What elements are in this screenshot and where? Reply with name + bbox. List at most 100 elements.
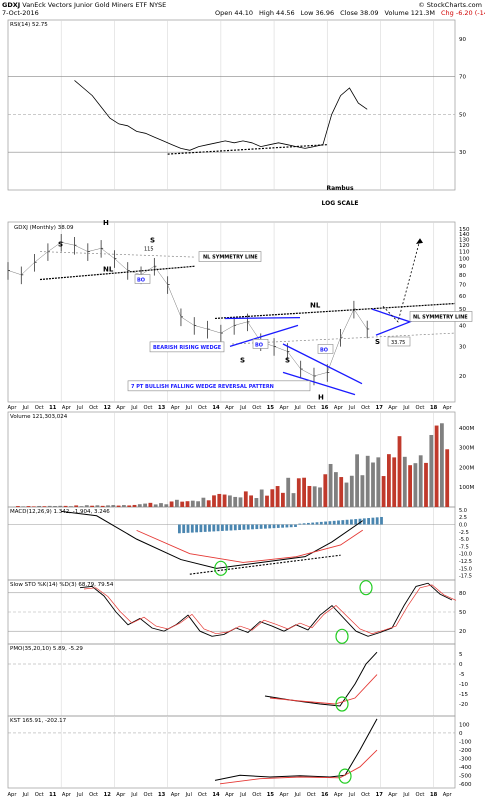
kst-tick: -200	[459, 748, 472, 754]
volume-bar	[387, 454, 391, 507]
x-axis-label-bottom: 14	[212, 792, 220, 798]
macd-histogram-bar	[216, 524, 220, 532]
x-axis-label-top: 17	[376, 405, 384, 411]
macd-histogram-bar	[221, 524, 224, 531]
macd-histogram-bar	[345, 519, 349, 525]
macd-histogram-bar	[238, 524, 241, 531]
x-axis-label-top: Apr	[334, 405, 344, 411]
volume-bar	[180, 501, 185, 507]
x-axis-label-bottom: Jul	[130, 792, 137, 798]
triangle-pattern	[371, 308, 412, 336]
bo-box-1	[134, 274, 151, 284]
volume-bar	[143, 503, 147, 507]
volume-bar	[148, 502, 153, 507]
macd-histogram-bar	[208, 524, 211, 532]
x-axis-label-bottom: 12	[104, 792, 112, 798]
volume-tick: 200M	[459, 465, 474, 471]
volume-bar	[201, 497, 206, 507]
x-axis-label-bottom: Apr	[225, 792, 235, 798]
x-axis-label-bottom: Apr	[62, 792, 72, 798]
volume-bar	[169, 501, 174, 507]
volume-bar	[137, 504, 142, 507]
volume-bar	[365, 455, 370, 507]
sto-tick: 50	[459, 610, 466, 616]
macd-line	[61, 510, 364, 569]
macd-histogram-bar	[268, 524, 272, 529]
falling-wedge-box	[127, 380, 311, 392]
volume-bar	[434, 425, 439, 507]
volume-bar	[349, 475, 354, 507]
macd-tick: 2.5	[459, 515, 467, 521]
x-axis-label-top: 13	[158, 405, 166, 411]
price-label: S	[285, 357, 290, 365]
macd-histogram-bar	[233, 524, 237, 531]
volume-bar	[217, 493, 222, 507]
macd-histogram-bar	[276, 524, 280, 528]
neckline-2	[214, 302, 456, 320]
x-axis-label-bottom: Apr	[443, 792, 453, 798]
x-axis-label-bottom: Apr	[280, 792, 290, 798]
volume-bar	[95, 505, 100, 507]
macd-tick: 5.0	[459, 508, 467, 514]
volume-legend: Volume 121,303,024	[10, 414, 68, 420]
x-axis-label-bottom: 18	[430, 792, 438, 798]
kst-tick: 0	[459, 731, 463, 737]
symmetry-box-2	[409, 311, 473, 322]
volume-bar	[79, 506, 84, 507]
macd-histogram-bar	[264, 524, 267, 529]
price-label: NL SYMMETRY LINE	[203, 255, 258, 261]
rsi-tick: 50	[459, 112, 466, 118]
kst-line	[214, 718, 378, 781]
x-axis-label-bottom: Oct	[144, 792, 153, 798]
volume-bar	[127, 505, 132, 507]
x-axis-label-top: Jul	[21, 405, 28, 411]
projection-path	[382, 239, 421, 323]
volume-tick: 400M	[459, 426, 474, 432]
volume-bar	[37, 505, 41, 507]
x-axis-label-top: Apr	[388, 405, 398, 411]
price-tick: 30	[459, 344, 466, 350]
x-axis-label-bottom: Apr	[171, 792, 181, 798]
volume-bar	[243, 491, 248, 507]
x-axis-label-bottom: Jul	[348, 792, 355, 798]
volume-bar	[397, 436, 402, 507]
price-label: BO	[137, 278, 145, 284]
volume-tick: 300M	[459, 446, 474, 452]
price-label: 7 PT BULLISH FALLING WEDGE REVERSAL PATT…	[131, 384, 274, 390]
macd-histogram-bar	[311, 522, 315, 525]
x-axis-label-bottom: 11	[49, 792, 57, 798]
macd-histogram-bar	[337, 520, 340, 525]
x-axis-label-top: Apr	[280, 405, 290, 411]
x-axis-label-top: Jul	[76, 405, 83, 411]
x-axis-label-top: Oct	[198, 405, 207, 411]
rising-wedge-top	[224, 316, 301, 320]
price-label: 115	[144, 246, 154, 252]
macd-histogram-bar	[307, 522, 310, 525]
x-axis-label-top: Jul	[402, 405, 409, 411]
volume-bar	[106, 505, 110, 507]
pmo-tick: -10	[459, 682, 468, 688]
volume-bar	[402, 456, 407, 507]
volume-bar	[238, 497, 243, 507]
volume-bar	[159, 503, 163, 507]
x-axis-label-bottom: Oct	[35, 792, 44, 798]
symmetry-line-1	[39, 251, 196, 258]
symmetry-line-2	[231, 332, 456, 345]
macd-histogram-bar	[371, 517, 375, 525]
x-axis-label-top: 18	[430, 405, 438, 411]
bearish-wedge-box	[149, 341, 225, 353]
volume-bar	[74, 505, 79, 507]
stat-close: Close 38.09	[340, 9, 379, 17]
volume-bar	[47, 505, 52, 507]
volume-bar	[185, 501, 190, 507]
panel-frame-rsi	[7, 19, 456, 191]
rsi-tick: 90	[459, 37, 466, 43]
x-axis-label-top: 12	[104, 405, 112, 411]
price-label: S	[240, 357, 245, 365]
x-axis-label-top: Apr	[171, 405, 181, 411]
price-path	[7, 242, 368, 377]
kst-tick: -400	[459, 765, 472, 771]
volume-bar	[344, 482, 349, 507]
macd-tick: -7.5	[459, 544, 469, 550]
